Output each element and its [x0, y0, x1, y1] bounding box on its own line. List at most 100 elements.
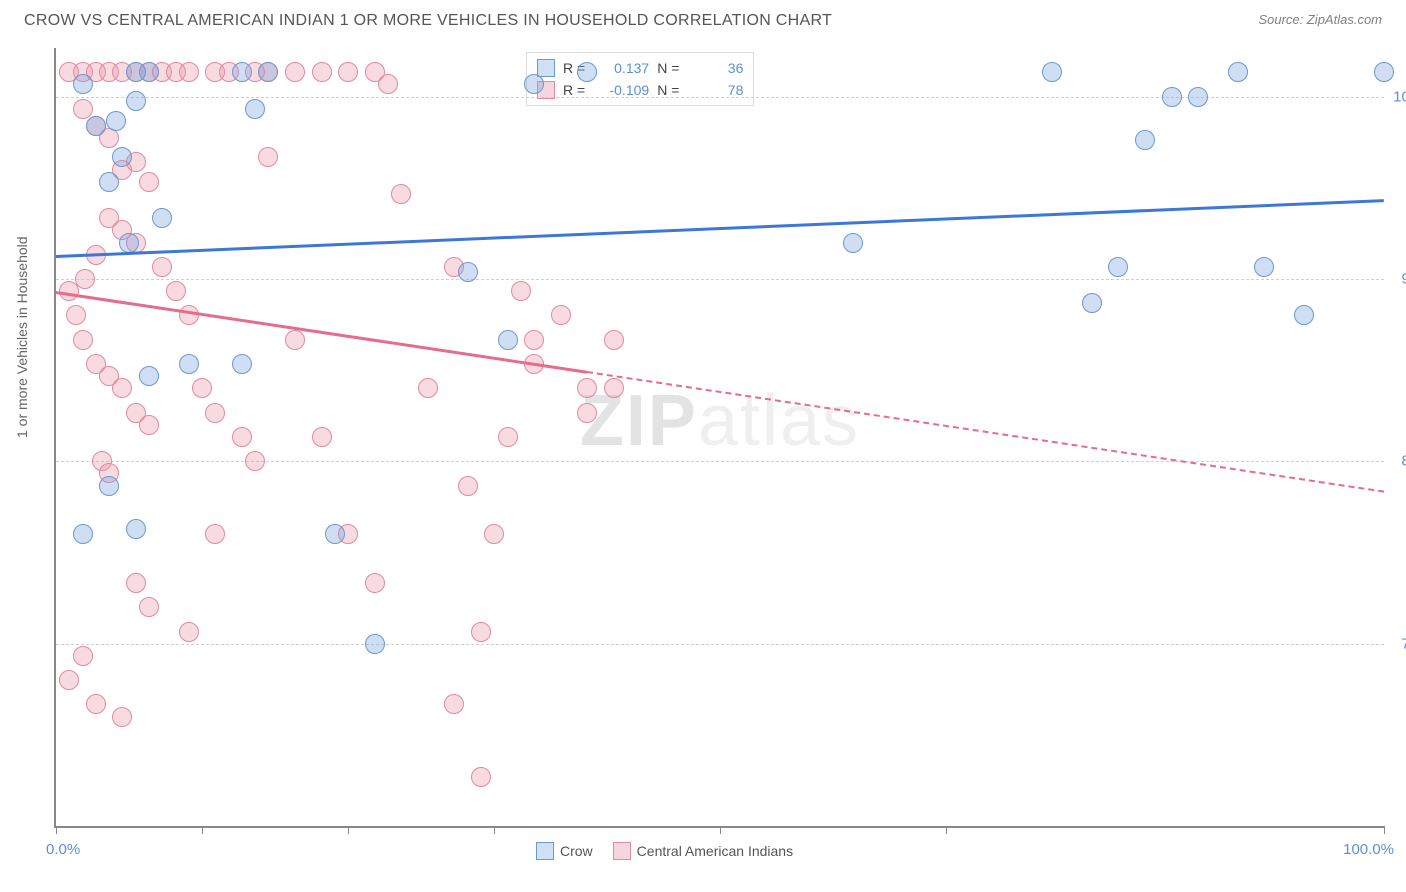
crow-point — [1082, 293, 1102, 313]
crow-point — [1135, 130, 1155, 150]
y-axis-title: 1 or more Vehicles in Household — [14, 236, 30, 438]
crow-point — [73, 74, 93, 94]
cai-point — [511, 281, 531, 301]
crow-point — [99, 476, 119, 496]
y-tick-label: 77.5% — [1401, 635, 1406, 652]
cai-point — [471, 622, 491, 642]
crow-point — [577, 62, 597, 82]
cai-point — [338, 62, 358, 82]
cai-point — [73, 330, 93, 350]
stat-row-crow: R = 0.137 N = 36 — [537, 57, 743, 79]
crow-point — [106, 111, 126, 131]
cai-point — [126, 573, 146, 593]
cai-point — [73, 646, 93, 666]
crow-point — [1188, 87, 1208, 107]
crow-point — [1294, 305, 1314, 325]
x-tick — [202, 826, 203, 834]
crow-point — [1042, 62, 1062, 82]
cai-point — [66, 305, 86, 325]
cai-point — [152, 257, 172, 277]
cai-point — [179, 305, 199, 325]
cai-point — [59, 670, 79, 690]
stat-r-crow: 0.137 — [593, 60, 649, 76]
legend-label-crow: Crow — [560, 843, 593, 859]
x-tick — [720, 826, 721, 834]
cai-trendline-extrapolated — [587, 371, 1384, 493]
correlation-stats-legend: R = 0.137 N = 36 R = -0.109 N = 78 — [526, 52, 754, 106]
x-axis-max-label: 100.0% — [1343, 841, 1394, 858]
chart-plot-area: ZIPatlas R = 0.137 N = 36 R = -0.109 N =… — [54, 48, 1384, 828]
cai-point — [112, 378, 132, 398]
x-tick — [1384, 826, 1385, 834]
gridline — [56, 279, 1384, 280]
cai-point — [179, 62, 199, 82]
cai-point — [205, 403, 225, 423]
legend-item-cai: Central American Indians — [613, 842, 793, 860]
stat-n-label: N = — [657, 82, 679, 98]
x-tick — [494, 826, 495, 834]
cai-point — [205, 524, 225, 544]
crow-point — [179, 354, 199, 374]
stat-n-cai: 78 — [687, 82, 743, 98]
crow-point — [1374, 62, 1394, 82]
crow-point — [86, 116, 106, 136]
crow-point — [119, 233, 139, 253]
cai-point — [458, 476, 478, 496]
watermark-zip: ZIP — [580, 381, 698, 461]
cai-point — [112, 707, 132, 727]
crow-point — [139, 366, 159, 386]
gridline — [56, 97, 1384, 98]
cai-point — [179, 622, 199, 642]
crow-point — [458, 262, 478, 282]
legend-item-crow: Crow — [536, 842, 593, 860]
crow-point — [365, 634, 385, 654]
cai-point — [86, 694, 106, 714]
cai-point — [604, 330, 624, 350]
cai-point — [192, 378, 212, 398]
crow-point — [232, 62, 252, 82]
crow-point — [99, 172, 119, 192]
cai-point — [245, 451, 265, 471]
legend-label-cai: Central American Indians — [637, 843, 793, 859]
y-tick-label: 85.0% — [1401, 453, 1406, 470]
stat-r-cai: -0.109 — [593, 82, 649, 98]
cai-point — [418, 378, 438, 398]
swatch-crow — [537, 59, 555, 77]
cai-point — [365, 573, 385, 593]
x-tick — [946, 826, 947, 834]
crow-point — [126, 91, 146, 111]
cai-point — [166, 281, 186, 301]
crow-point — [112, 147, 132, 167]
cai-point — [258, 147, 278, 167]
source-attribution: Source: ZipAtlas.com — [1258, 12, 1382, 27]
crow-point — [232, 354, 252, 374]
crow-point — [1254, 257, 1274, 277]
cai-point — [577, 378, 597, 398]
cai-point — [139, 172, 159, 192]
chart-title: CROW VS CENTRAL AMERICAN INDIAN 1 OR MOR… — [24, 12, 832, 30]
crow-point — [524, 74, 544, 94]
y-tick-label: 100.0% — [1393, 88, 1406, 105]
crow-point — [1162, 87, 1182, 107]
stat-n-crow: 36 — [687, 60, 743, 76]
cai-point — [285, 62, 305, 82]
cai-point — [139, 597, 159, 617]
crow-point — [258, 62, 278, 82]
stat-n-label: N = — [657, 60, 679, 76]
cai-point — [285, 330, 305, 350]
crow-point — [126, 62, 146, 82]
y-tick-label: 92.5% — [1401, 270, 1406, 287]
x-tick — [56, 826, 57, 834]
crow-point — [73, 524, 93, 544]
cai-point — [139, 415, 159, 435]
cai-point — [391, 184, 411, 204]
cai-point — [471, 767, 491, 787]
cai-point — [484, 524, 504, 544]
crow-point — [1228, 62, 1248, 82]
crow-point — [245, 99, 265, 119]
cai-point — [524, 330, 544, 350]
cai-point — [551, 305, 571, 325]
cai-point — [378, 74, 398, 94]
cai-point — [312, 427, 332, 447]
x-tick — [348, 826, 349, 834]
